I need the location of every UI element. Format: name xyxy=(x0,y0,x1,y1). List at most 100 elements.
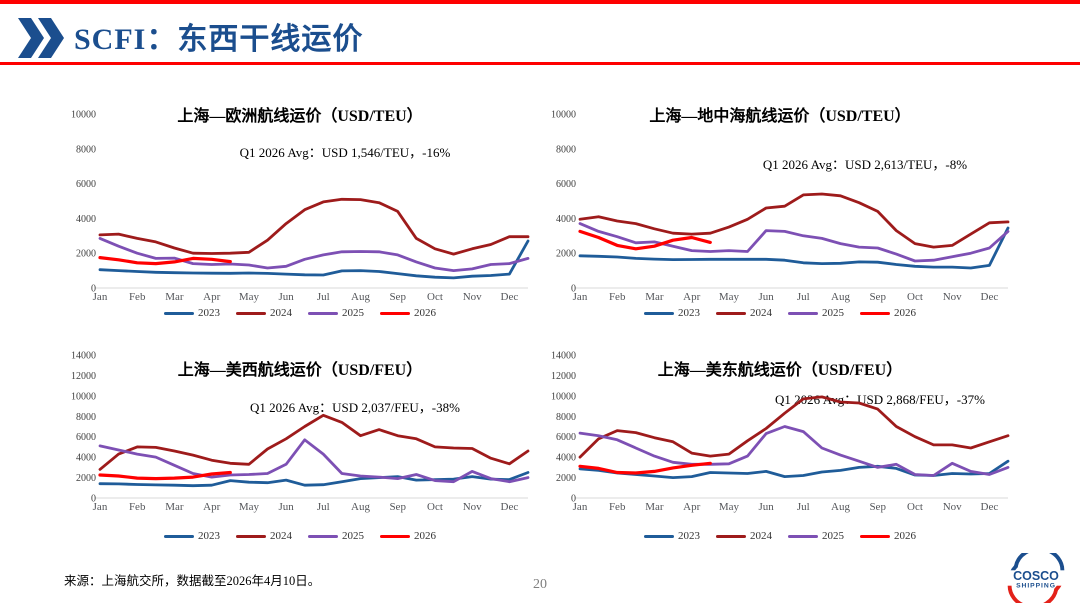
legend-swatch xyxy=(380,534,410,538)
x-tick-label: Feb xyxy=(609,291,626,303)
y-tick-label: 4000 xyxy=(556,453,576,464)
legend-item-2024: 2024 xyxy=(716,307,772,319)
series-line-2025 xyxy=(98,438,530,484)
legend-label: 2024 xyxy=(270,530,292,542)
logo-text-cosco: COSCO xyxy=(1013,569,1059,583)
series-line-2024 xyxy=(578,192,1010,249)
legend-item-2025: 2025 xyxy=(308,530,364,542)
x-tick-label: Nov xyxy=(943,501,962,513)
x-tick-label: Jun xyxy=(758,501,774,513)
line-chart: 0 2000 4000 6000 8000 10000 12000 14000 Jan Feb Ma… xyxy=(551,351,1010,513)
legend-swatch xyxy=(788,534,818,538)
x-tick-label: Apr xyxy=(683,501,700,513)
legend-swatch xyxy=(644,311,674,315)
legend-label: 2026 xyxy=(414,530,436,542)
chart-annotation: Q1 2026 Avg：USD 1,546/TEU，-16% xyxy=(239,145,451,160)
legend-swatch xyxy=(716,534,746,538)
legend-swatch xyxy=(860,311,890,315)
legend-swatch xyxy=(164,311,194,315)
header-red-rule xyxy=(0,62,1080,65)
legend-swatch xyxy=(644,534,674,538)
legend-item-2025: 2025 xyxy=(788,530,844,542)
legend-swatch xyxy=(236,311,266,315)
x-tick-label: Nov xyxy=(943,291,962,303)
x-tick-label: Aug xyxy=(351,291,370,303)
x-tick-label: Oct xyxy=(907,291,923,303)
x-tick-label: Feb xyxy=(129,291,146,303)
series-line-2026 xyxy=(98,256,232,266)
x-tick-label: Mar xyxy=(645,501,664,513)
x-tick-label: Jul xyxy=(797,291,810,303)
legend-label: 2023 xyxy=(678,307,700,319)
series-line-2026 xyxy=(98,470,232,481)
series-line-2023 xyxy=(578,459,1010,480)
legend-swatch xyxy=(860,534,890,538)
slide-header: SCFI：东西干线运价 xyxy=(0,8,1080,62)
legend-item-2024: 2024 xyxy=(236,307,292,319)
chart-title: 上海—美东航线运价（USD/FEU） xyxy=(657,362,903,379)
chart-legend: 2023 2024 2025 2026 xyxy=(540,530,1020,542)
x-tick-label: Dec xyxy=(501,501,519,513)
chart-shanghai-mediterranean: 上海—地中海航线运价（USD/TEU） Q1 2026 Avg：USD 2,61… xyxy=(540,92,1020,342)
line-chart: 0 2000 4000 6000 8000 10000 12000 14000 Jan Feb Ma… xyxy=(71,351,530,513)
line-chart: 0 2000 4000 6000 8000 10000 Jan Feb Mar Apr May Jun… xyxy=(551,110,1010,303)
legend-item-2023: 2023 xyxy=(164,307,220,319)
chart-annotation: Q1 2026 Avg：USD 2,037/FEU，-38% xyxy=(250,400,460,415)
legend-label: 2026 xyxy=(894,530,916,542)
x-tick-label: Dec xyxy=(501,291,519,303)
logo-text-shipping: SHIPPING xyxy=(1016,583,1056,590)
series-line-2025 xyxy=(98,236,530,273)
page-number: 20 xyxy=(533,577,547,592)
y-tick-label: 4000 xyxy=(556,214,576,225)
chart-title: 上海—地中海航线运价（USD/TEU） xyxy=(649,108,911,125)
legend-item-2024: 2024 xyxy=(236,530,292,542)
y-tick-label: 6000 xyxy=(556,432,576,443)
legend-item-2026: 2026 xyxy=(380,307,436,319)
y-tick-label: 2000 xyxy=(556,249,576,260)
series-line-2023 xyxy=(98,239,530,280)
y-tick-label: 14000 xyxy=(71,351,96,362)
x-tick-label: May xyxy=(719,501,740,513)
x-tick-label: Feb xyxy=(609,501,626,513)
series-line-2024 xyxy=(578,395,1010,459)
x-tick-label: Jul xyxy=(317,501,330,513)
y-tick-label: 12000 xyxy=(71,371,96,382)
source-note: 来源：上海航交所，数据截至2026年4月10日。 xyxy=(64,574,321,588)
y-tick-label: 10000 xyxy=(551,110,576,121)
x-tick-label: May xyxy=(239,501,260,513)
series-line-2026 xyxy=(578,461,712,475)
x-tick-label: Jul xyxy=(317,291,330,303)
x-tick-label: Jan xyxy=(93,291,108,303)
legend-item-2023: 2023 xyxy=(644,307,700,319)
legend-label: 2024 xyxy=(750,530,772,542)
legend-swatch xyxy=(716,311,746,315)
x-tick-label: Aug xyxy=(831,501,850,513)
legend-item-2026: 2026 xyxy=(860,307,916,319)
legend-label: 2023 xyxy=(198,307,220,319)
x-tick-label: Mar xyxy=(645,291,664,303)
legend-swatch xyxy=(164,534,194,538)
y-tick-label: 12000 xyxy=(551,371,576,382)
y-tick-label: 4000 xyxy=(76,453,96,464)
chart-shanghai-usec: 上海—美东航线运价（USD/FEU） Q1 2026 Avg：USD 2,868… xyxy=(540,343,1020,593)
chart-title: 上海—欧洲航线运价（USD/TEU） xyxy=(177,108,423,125)
series-line-2025 xyxy=(578,222,1010,263)
y-tick-label: 0 xyxy=(91,284,96,295)
x-tick-label: May xyxy=(719,291,740,303)
series-line-2025 xyxy=(578,425,1010,477)
legend-item-2025: 2025 xyxy=(308,307,364,319)
y-tick-label: 8000 xyxy=(556,144,576,155)
double-chevron-icon xyxy=(18,18,64,58)
page-title: SCFI：东西干线运价 xyxy=(74,23,364,56)
y-tick-label: 14000 xyxy=(551,351,576,362)
legend-label: 2025 xyxy=(342,307,364,319)
legend-item-2026: 2026 xyxy=(860,530,916,542)
legend-label: 2025 xyxy=(342,530,364,542)
y-tick-label: 8000 xyxy=(76,144,96,155)
x-tick-label: Dec xyxy=(981,501,999,513)
y-tick-label: 10000 xyxy=(71,391,96,402)
series-line-2024 xyxy=(98,413,530,471)
y-tick-label: 6000 xyxy=(556,179,576,190)
legend-label: 2023 xyxy=(678,530,700,542)
